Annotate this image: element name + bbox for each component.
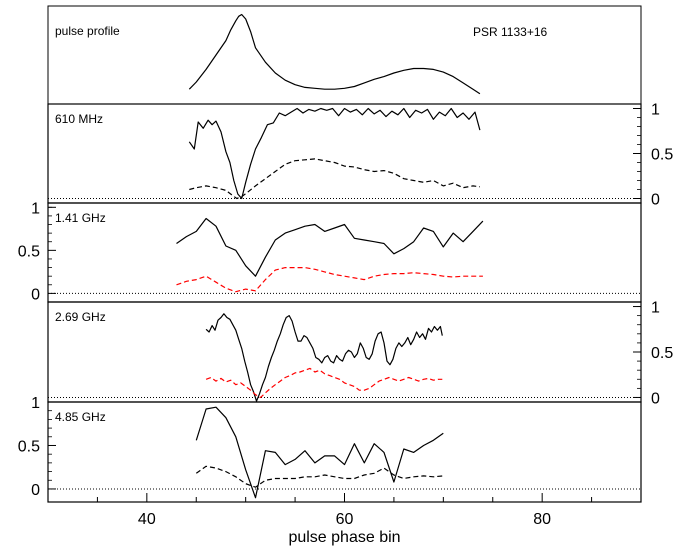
y-tick-label: 0 xyxy=(31,482,40,499)
y-tick-label: 0 xyxy=(651,192,660,209)
x-tick-label: 80 xyxy=(533,511,551,528)
dashed-series-line xyxy=(189,158,480,200)
panel-frame xyxy=(47,103,642,204)
panel-frame xyxy=(47,301,642,403)
panel-label: pulse profile xyxy=(55,24,120,38)
panel-frame xyxy=(47,202,642,303)
solid-series-line xyxy=(188,13,481,95)
panel-label: 610 MHz xyxy=(55,112,103,126)
solid-series-line xyxy=(195,406,444,499)
y-tick-label: 0.5 xyxy=(651,147,673,164)
x-tick-label: 40 xyxy=(138,511,156,528)
panel-label: 1.41 GHz xyxy=(55,211,106,225)
y-tick-label: 1 xyxy=(31,200,40,217)
panel-label: 4.85 GHz xyxy=(55,410,106,424)
y-tick-label: 0 xyxy=(651,390,660,407)
dashed-series-line xyxy=(195,465,444,488)
panel-frame xyxy=(47,401,642,503)
dashed-series-line xyxy=(176,267,483,293)
solid-series-line xyxy=(176,217,484,277)
y-tick-label: 1 xyxy=(31,395,40,412)
x-axis-title: pulse phase bin xyxy=(288,529,400,546)
panel-label: 2.69 GHz xyxy=(55,310,106,324)
x-tick-label: 60 xyxy=(336,511,354,528)
source-name-label: PSR 1133+16 xyxy=(473,25,547,39)
y-tick-label: 1 xyxy=(651,102,660,119)
solid-series-line xyxy=(188,107,481,200)
y-tick-label: 1 xyxy=(651,300,660,317)
panel-frame xyxy=(47,5,642,105)
y-tick-label: 0.5 xyxy=(18,438,40,455)
y-tick-label: 0.5 xyxy=(651,345,673,362)
y-tick-label: 0.5 xyxy=(18,243,40,260)
solid-series-line xyxy=(205,313,443,402)
dashed-series-line xyxy=(205,367,443,399)
y-tick-label: 0 xyxy=(31,286,40,303)
